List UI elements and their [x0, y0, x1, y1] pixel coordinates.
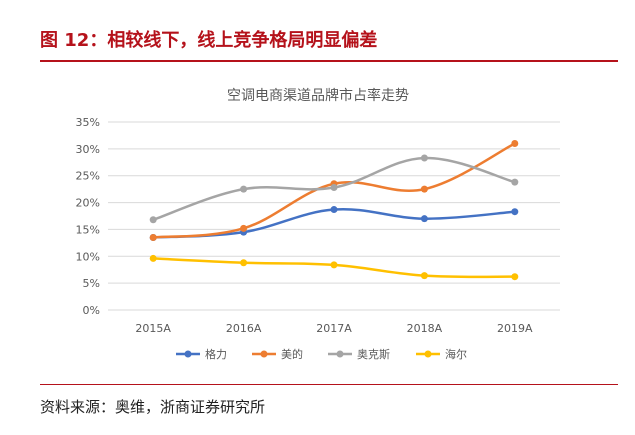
- x-tick-label: 2018A: [407, 322, 443, 335]
- source-note: 资料来源：奥维，浙商证券研究所: [40, 398, 266, 416]
- data-point: [240, 259, 248, 267]
- data-point: [240, 185, 248, 193]
- data-point: [240, 224, 248, 232]
- y-tick-label: 30%: [76, 143, 100, 156]
- x-tick-label: 2017A: [316, 322, 352, 335]
- data-point: [149, 216, 157, 224]
- x-axis-ticks: 2015A 2016A 2017A 2018A 2019A: [135, 322, 533, 335]
- data-point: [330, 206, 338, 214]
- data-point: [420, 215, 428, 223]
- legend-item: 美的: [252, 347, 303, 361]
- legend-item: 奥克斯: [328, 347, 390, 361]
- title-rule: [40, 60, 618, 62]
- series-4: [149, 254, 519, 281]
- legend-item: 海尔: [416, 347, 467, 361]
- x-tick-label: 2019A: [497, 322, 533, 335]
- data-point: [511, 273, 519, 281]
- legend-label: 海尔: [445, 347, 467, 361]
- data-point: [511, 139, 519, 147]
- y-tick-label: 15%: [76, 223, 100, 236]
- y-axis-ticks: 0% 5% 10% 15% 20% 25% 30% 35%: [76, 116, 100, 317]
- y-tick-label: 20%: [76, 197, 100, 210]
- data-point: [420, 185, 428, 193]
- series-3: [149, 154, 519, 224]
- legend-item: 格力: [176, 347, 227, 361]
- y-tick-label: 10%: [76, 250, 100, 263]
- data-point: [511, 178, 519, 186]
- series-line: [153, 207, 515, 239]
- legend-marker: [260, 350, 268, 358]
- gridlines: [108, 121, 560, 311]
- figure-title: 图 12：相较线下，线上竞争格局明显偏差: [40, 30, 378, 51]
- data-point: [330, 184, 338, 192]
- legend-marker: [424, 350, 432, 358]
- y-tick-label: 25%: [76, 170, 100, 183]
- legend-label: 格力: [205, 347, 227, 361]
- legend-label: 奥克斯: [357, 347, 390, 361]
- x-tick-label: 2016A: [226, 322, 262, 335]
- series-lines: [149, 139, 519, 281]
- chart-title: 空调电商渠道品牌市占率走势: [227, 87, 409, 104]
- x-tick-label: 2015A: [135, 322, 171, 335]
- data-point: [149, 254, 157, 262]
- legend: 格力 美的 奥克斯 海尔: [176, 347, 467, 361]
- series-2: [149, 139, 519, 241]
- legend-marker: [184, 350, 192, 358]
- legend-label: 美的: [281, 347, 303, 361]
- data-point: [511, 208, 519, 216]
- y-tick-label: 5%: [83, 277, 100, 290]
- source-rule: [40, 384, 618, 385]
- y-tick-label: 0%: [83, 304, 100, 317]
- y-tick-label: 35%: [76, 116, 100, 129]
- data-point: [330, 261, 338, 269]
- data-point: [420, 272, 428, 280]
- data-point: [149, 233, 157, 241]
- legend-marker: [336, 350, 344, 358]
- data-point: [420, 154, 428, 162]
